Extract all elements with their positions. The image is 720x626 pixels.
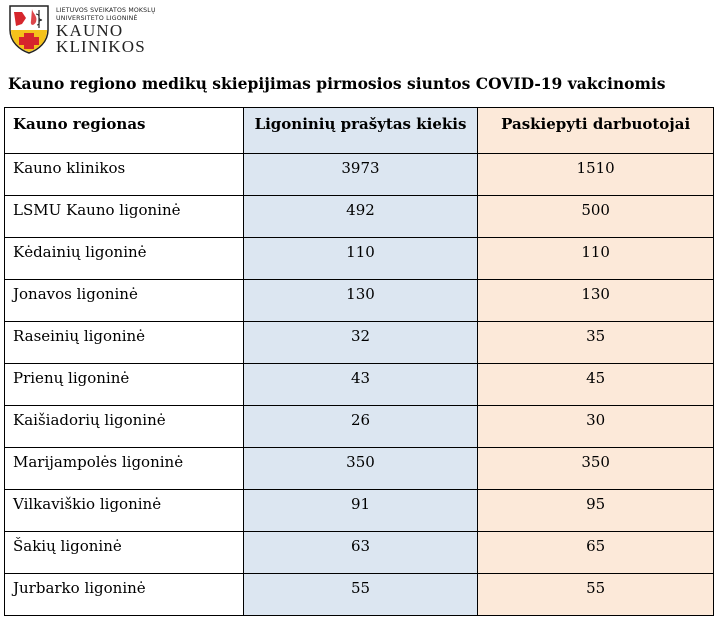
- page-title: Kauno regiono medikų skiepijimas pirmosi…: [8, 74, 666, 93]
- cell-requested: 350: [242, 447, 479, 490]
- shield-cross-icon: [9, 5, 49, 54]
- cell-region: Marijampolės ligoninė: [4, 447, 244, 490]
- cell-region: Prienų ligoninė: [4, 363, 244, 406]
- header-region: Kauno regionas: [4, 107, 244, 154]
- cell-region: Jonavos ligoninė: [4, 279, 244, 322]
- logo-text-kauno: KAUNO: [56, 21, 124, 40]
- cell-vaccinated: 350: [477, 447, 714, 490]
- cell-vaccinated: 110: [477, 237, 714, 280]
- table-row: Raseinių ligoninė 32 35: [4, 321, 714, 364]
- cell-requested: 110: [242, 237, 479, 280]
- table-row: LSMU Kauno ligoninė 492 500: [4, 195, 714, 238]
- cell-region: Jurbarko ligoninė: [4, 573, 244, 616]
- table-row: Šakių ligoninė 63 65: [4, 531, 714, 574]
- table-row: Kėdainių ligoninė 110 110: [4, 237, 714, 280]
- cell-requested: 3973: [242, 153, 479, 196]
- logo-text-klinikos: KLINIKOS: [56, 37, 146, 56]
- cell-region: LSMU Kauno ligoninė: [4, 195, 244, 238]
- cell-region: Raseinių ligoninė: [4, 321, 244, 364]
- table-row: Vilkaviškio ligoninė 91 95: [4, 489, 714, 532]
- cell-region: Kaišiadorių ligoninė: [4, 405, 244, 448]
- cell-region: Kėdainių ligoninė: [4, 237, 244, 280]
- cell-requested: 26: [242, 405, 479, 448]
- cell-region: Kauno klinikos: [4, 153, 244, 196]
- hospital-logo: LIETUVOS SVEIKATOS MOKSLŲ UNIVERSITETO L…: [8, 4, 158, 58]
- cell-requested: 63: [242, 531, 479, 574]
- cell-region: Vilkaviškio ligoninė: [4, 489, 244, 532]
- cell-vaccinated: 45: [477, 363, 714, 406]
- header-requested: Ligoninių prašytas kiekis: [242, 107, 479, 154]
- logo-text-line2: UNIVERSITETO LIGONINĖ: [56, 15, 138, 22]
- cell-vaccinated: 30: [477, 405, 714, 448]
- cell-requested: 43: [242, 363, 479, 406]
- table-row: Jurbarko ligoninė 55 55: [4, 573, 714, 616]
- cell-vaccinated: 95: [477, 489, 714, 532]
- cell-requested: 32: [242, 321, 479, 364]
- cell-vaccinated: 65: [477, 531, 714, 574]
- cell-vaccinated: 55: [477, 573, 714, 616]
- table-row: Prienų ligoninė 43 45: [4, 363, 714, 406]
- cell-requested: 130: [242, 279, 479, 322]
- cell-vaccinated: 130: [477, 279, 714, 322]
- table-row: Kaišiadorių ligoninė 26 30: [4, 405, 714, 448]
- cell-requested: 91: [242, 489, 479, 532]
- header-vaccinated: Paskiepyti darbuotojai: [477, 107, 714, 154]
- cell-region: Šakių ligoninė: [4, 531, 244, 574]
- table-row: Kauno klinikos 3973 1510: [4, 153, 714, 196]
- cell-requested: 55: [242, 573, 479, 616]
- table-row: Jonavos ligoninė 130 130: [4, 279, 714, 322]
- table-row: Marijampolės ligoninė 350 350: [4, 447, 714, 490]
- cell-vaccinated: 1510: [477, 153, 714, 196]
- cell-vaccinated: 35: [477, 321, 714, 364]
- logo-text-line1: LIETUVOS SVEIKATOS MOKSLŲ: [56, 7, 156, 14]
- vaccination-table: Kauno regionas Ligoninių prašytas kiekis…: [4, 107, 714, 616]
- cell-vaccinated: 500: [477, 195, 714, 238]
- cell-requested: 492: [242, 195, 479, 238]
- table-header-row: Kauno regionas Ligoninių prašytas kiekis…: [4, 107, 714, 154]
